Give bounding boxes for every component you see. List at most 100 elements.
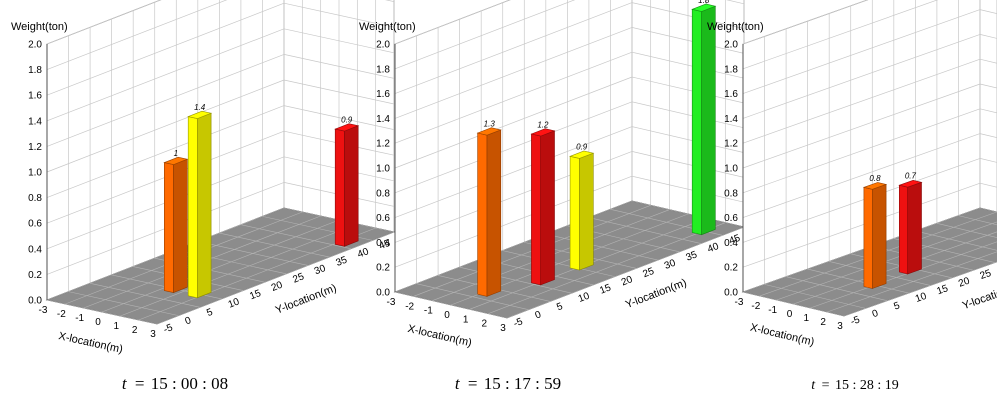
caption-3: t = 15 : 28 : 19 — [811, 378, 899, 393]
bar: 1 — [163, 149, 189, 294]
bar-side-face — [579, 152, 594, 271]
bar-value-label: 0.9 — [341, 115, 353, 124]
gridline — [742, 0, 869, 45]
gridline — [46, 28, 285, 122]
y-tick-label: 25 — [979, 268, 994, 282]
y-tick-label: 20 — [270, 280, 285, 294]
floor-gridline — [843, 261, 997, 317]
floor-gridline — [786, 276, 888, 302]
gridline — [394, 76, 633, 169]
bar-front-face — [477, 132, 488, 297]
gridline — [46, 54, 285, 147]
bar-value-label: 0.8 — [869, 174, 881, 183]
floor-gridline — [776, 221, 997, 301]
bar-side-face — [197, 112, 212, 299]
x-tick-label: -1 — [75, 313, 84, 324]
y-axis-title: Y-location(m) — [274, 282, 338, 316]
floor-gridline — [101, 219, 340, 313]
bar-value-label: 1.8 — [698, 0, 710, 5]
x-tick-label: 2 — [482, 319, 488, 330]
bar-side-face — [173, 158, 188, 294]
floor-gridline — [394, 291, 508, 319]
gridline — [394, 51, 633, 144]
bar-side-face — [540, 130, 555, 286]
gridline — [46, 2, 285, 96]
gridline — [742, 182, 981, 268]
z-tick-label: 1.6 — [28, 91, 42, 102]
gridline — [394, 126, 633, 218]
y-tick-label: 15 — [248, 288, 263, 302]
y-tick-label: 45 — [728, 233, 743, 247]
x-tick-label: 3 — [500, 323, 506, 334]
floor-gridline — [936, 222, 997, 238]
z-tick-label: 2.0 — [724, 40, 738, 51]
z-tick-label: 1.8 — [28, 65, 42, 76]
floor-gridline — [545, 233, 658, 261]
bar-value-label: 1.3 — [484, 119, 496, 128]
walls — [46, 0, 395, 301]
bar: 1.8 — [691, 0, 717, 236]
x-tick-label: -3 — [387, 297, 396, 308]
floor-gridline — [90, 282, 201, 308]
gridline — [46, 0, 228, 70]
bar: 1.4 — [187, 103, 213, 299]
z-tick-label: 2.0 — [28, 40, 42, 51]
z-tick-label: 1.0 — [376, 164, 390, 175]
z-tick-label: 0.4 — [724, 238, 738, 249]
x-tick-label: 1 — [114, 321, 120, 332]
bar-top-face — [898, 179, 923, 188]
bar-value-label: 0.9 — [576, 143, 588, 152]
gridline — [742, 34, 981, 119]
y-tick-label: 0 — [184, 315, 194, 327]
gridline — [742, 0, 939, 70]
floor-gridline — [416, 283, 529, 311]
z-tick-label: 0.2 — [28, 270, 42, 281]
y-tick-label: 30 — [313, 263, 328, 277]
bar-front-face — [187, 116, 198, 299]
x-tick-label: -2 — [405, 301, 414, 312]
floor-gridline — [807, 268, 909, 294]
bar: 1.2 — [530, 120, 556, 286]
z-tick-label: 0.4 — [28, 244, 42, 255]
floor-gridline — [588, 217, 701, 244]
x-axis-title: X-location(m) — [749, 322, 815, 349]
floor-gridline — [156, 231, 395, 325]
z-tick-label: 0.4 — [376, 238, 390, 249]
y-tick-label: 0 — [534, 309, 544, 321]
z-axis-title: Weight(ton) — [11, 21, 68, 33]
floor-gridline — [631, 200, 745, 228]
z-tick-label: 1.8 — [724, 64, 738, 75]
y-tick-label: 10 — [914, 291, 929, 305]
bar-top-face — [530, 128, 556, 137]
y-tick-label: 20 — [957, 275, 972, 289]
floor-gridline — [742, 291, 845, 317]
gridline — [742, 158, 981, 243]
z-axis-title: Weight(ton) — [707, 21, 764, 33]
floor-gridline — [827, 251, 997, 313]
x-tick-label: 1 — [463, 314, 469, 325]
gridline — [46, 0, 162, 45]
z-tick-label: 1.4 — [28, 116, 42, 127]
chart-panel-3: 0.0 0.2 0.4 0.6 0.8 1.0 1.2 1.4 1.6 1.8 2.0 Weight(… — [707, 0, 997, 348]
y-tick-label: 20 — [620, 274, 635, 288]
bar-top-face — [862, 182, 888, 190]
bar-value-label: 1.4 — [194, 103, 206, 112]
floor-gridline — [764, 284, 866, 309]
bar: 0.8 — [862, 174, 888, 289]
bar-top-face — [691, 3, 717, 12]
y-tick-label: 5 — [555, 301, 565, 313]
x-tick-label: 3 — [150, 329, 156, 340]
y-tick-label: -5 — [162, 322, 175, 336]
floor-gridline — [240, 224, 351, 250]
z-tick-label: 0.6 — [724, 213, 738, 224]
x-tick-label: -3 — [39, 305, 48, 316]
bar: 0.9 — [569, 143, 595, 271]
bar-side-face — [701, 5, 716, 236]
bar: 0.9 — [334, 115, 360, 247]
z-tick-label: 0.6 — [376, 213, 390, 224]
floor-gridline — [68, 291, 179, 316]
gridline — [742, 58, 981, 144]
z-tick-label: 1.0 — [28, 168, 42, 179]
x-tick-label: 2 — [820, 317, 826, 328]
